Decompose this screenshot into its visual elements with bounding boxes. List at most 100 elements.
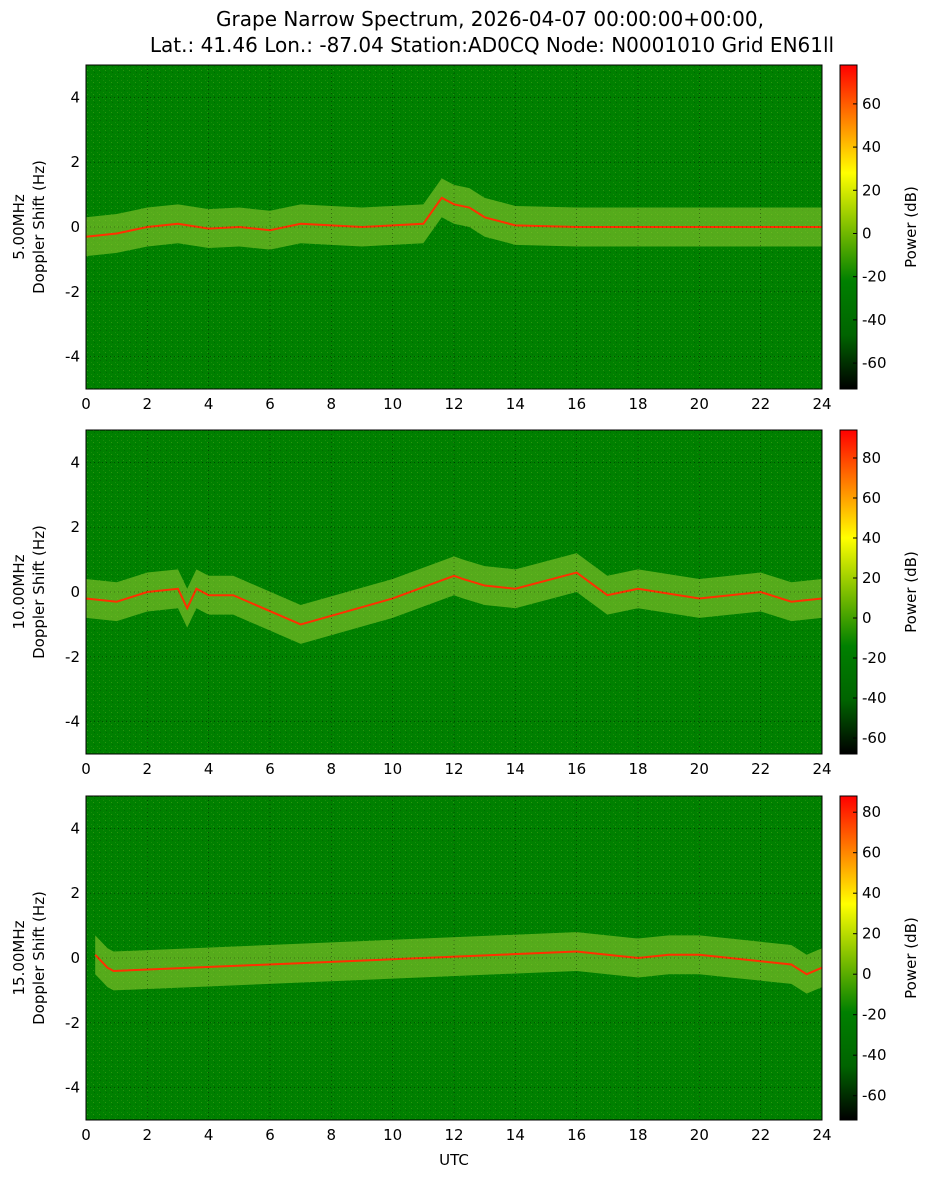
x-tick-label: 18 — [628, 760, 647, 778]
colorbar-tick-label: -40 — [862, 311, 887, 329]
x-tick-label: 14 — [506, 1126, 525, 1144]
colorbar-tick-label: 20 — [862, 569, 881, 587]
x-tick-label: 20 — [690, 760, 709, 778]
x-tick-label: 8 — [327, 760, 337, 778]
colorbar-tick-label: -40 — [862, 689, 887, 707]
x-tick-label: 12 — [444, 760, 463, 778]
colorbar-tick-label: 40 — [862, 884, 881, 902]
colorbar-label: Power (dB) — [902, 551, 920, 633]
colorbar-tick-label: 60 — [862, 844, 881, 862]
x-tick-label: 0 — [81, 395, 91, 413]
x-tick-label: 16 — [567, 760, 586, 778]
colorbar-tick-label: 0 — [862, 965, 872, 983]
x-tick-label: 24 — [812, 1126, 831, 1144]
x-tick-label: 16 — [567, 1126, 586, 1144]
x-tick-label: 20 — [690, 395, 709, 413]
colorbar-tick-label: 80 — [862, 449, 881, 467]
x-tick-label: 18 — [628, 395, 647, 413]
colorbar-tick-label: -60 — [862, 1087, 887, 1105]
x-tick-label: 2 — [143, 760, 153, 778]
x-tick-label: 6 — [265, 1126, 275, 1144]
colorbar-tick-label: -20 — [862, 268, 887, 286]
band-label: 5.00MHz — [10, 194, 28, 260]
band-label: 10.00MHz — [10, 554, 28, 629]
figure-title-line1: Grape Narrow Spectrum, 2026-04-07 00:00:… — [216, 7, 764, 31]
y-axis-label: Doppler Shift (Hz) — [30, 525, 48, 659]
y-tick-label: 4 — [70, 88, 80, 106]
figure-title-line2: Lat.: 41.46 Lon.: -87.04 Station:AD0CQ N… — [150, 33, 834, 57]
plot-frame — [85, 64, 823, 390]
y-tick-label: -4 — [65, 713, 80, 731]
signal-band — [95, 932, 822, 994]
colorbar-label: Power (dB) — [902, 186, 920, 268]
colorbar-tick-label: -20 — [862, 1006, 887, 1024]
y-tick-label: 0 — [70, 949, 80, 967]
colorbar-tick-label: 60 — [862, 95, 881, 113]
colorbar — [839, 795, 858, 1121]
band-label: 15.00MHz — [10, 920, 28, 995]
plot-frame — [85, 795, 823, 1121]
x-tick-label: 14 — [506, 395, 525, 413]
colorbar-tick-label: 40 — [862, 529, 881, 547]
x-tick-label: 10 — [383, 1126, 402, 1144]
x-tick-label: 22 — [751, 760, 770, 778]
y-tick-label: 0 — [70, 218, 80, 236]
y-tick-label: -4 — [65, 348, 80, 366]
signal-band — [86, 553, 822, 644]
x-tick-label: 24 — [812, 760, 831, 778]
colorbar — [839, 64, 858, 390]
x-tick-label: 18 — [628, 1126, 647, 1144]
x-tick-label: 0 — [81, 760, 91, 778]
x-tick-label: 2 — [143, 395, 153, 413]
y-tick-label: 2 — [70, 884, 80, 902]
y-axis-label: Doppler Shift (Hz) — [30, 891, 48, 1025]
x-tick-label: 4 — [204, 395, 214, 413]
colorbar-tick-label: 60 — [862, 489, 881, 507]
colorbar-tick-label: 80 — [862, 803, 881, 821]
y-tick-label: -2 — [65, 283, 80, 301]
colorbar — [839, 429, 858, 755]
x-tick-label: 12 — [444, 395, 463, 413]
y-tick-label: 0 — [70, 583, 80, 601]
doppler-trace — [85, 196, 822, 238]
doppler-trace — [94, 950, 823, 976]
doppler-trace — [85, 571, 823, 626]
x-tick-label: 8 — [327, 1126, 337, 1144]
x-tick-label: 24 — [812, 395, 831, 413]
y-tick-label: 4 — [70, 453, 80, 471]
x-tick-label: 6 — [265, 395, 275, 413]
colorbar-tick-label: -20 — [862, 649, 887, 667]
colorbar-label: Power (dB) — [902, 917, 920, 999]
x-axis-label: UTC — [439, 1151, 469, 1169]
x-tick-label: 4 — [204, 1126, 214, 1144]
colorbar-tick-label: -60 — [862, 729, 887, 747]
colorbar-tick-label: 0 — [862, 609, 872, 627]
x-tick-label: 16 — [567, 395, 586, 413]
x-tick-label: 6 — [265, 760, 275, 778]
colorbar-tick-label: -40 — [862, 1046, 887, 1064]
x-tick-label: 10 — [383, 395, 402, 413]
y-tick-label: 2 — [70, 518, 80, 536]
x-tick-label: 22 — [751, 395, 770, 413]
x-tick-label: 22 — [751, 1126, 770, 1144]
x-tick-label: 8 — [327, 395, 337, 413]
colorbar-tick-label: 0 — [862, 224, 872, 242]
colorbar-tick-label: 20 — [862, 925, 881, 943]
y-tick-label: -4 — [65, 1079, 80, 1097]
colorbar-tick-label: 20 — [862, 181, 881, 199]
y-tick-label: -2 — [65, 1014, 80, 1032]
y-tick-label: -2 — [65, 648, 80, 666]
x-tick-label: 0 — [81, 1126, 91, 1144]
y-tick-label: 4 — [70, 819, 80, 837]
y-axis-label: Doppler Shift (Hz) — [30, 160, 48, 294]
x-tick-label: 20 — [690, 1126, 709, 1144]
x-tick-label: 12 — [444, 1126, 463, 1144]
x-tick-label: 2 — [143, 1126, 153, 1144]
x-tick-label: 14 — [506, 760, 525, 778]
colorbar-tick-label: 40 — [862, 138, 881, 156]
